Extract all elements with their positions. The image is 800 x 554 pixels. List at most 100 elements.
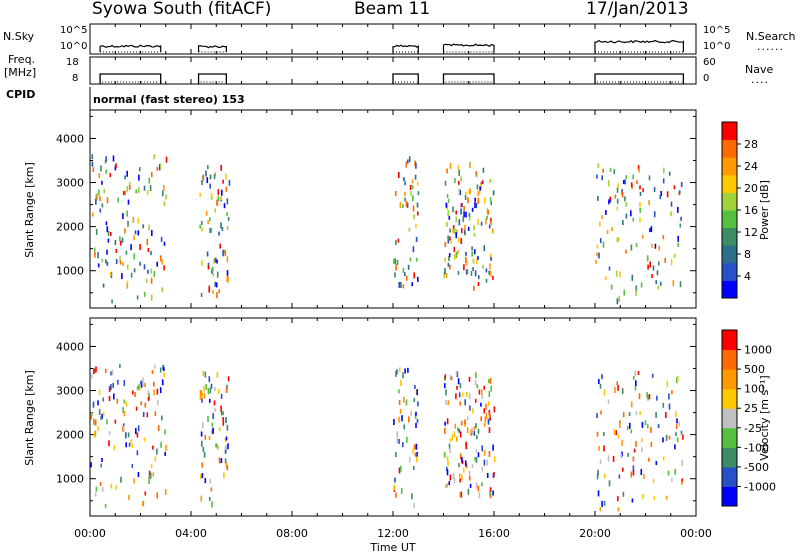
power-data-point xyxy=(201,227,203,232)
velocity-data-point xyxy=(475,423,477,429)
power-data-point xyxy=(94,251,96,258)
velocity-data-point xyxy=(615,430,617,436)
velocity-data-point xyxy=(484,416,487,423)
power-data-point xyxy=(461,228,463,234)
power-data-point xyxy=(613,169,616,175)
velocity-data-point xyxy=(483,408,485,414)
nsky-series-line xyxy=(594,39,684,52)
velocity-data-point xyxy=(596,473,599,480)
velocity-data-point xyxy=(137,425,140,432)
velocity-data-point xyxy=(212,413,214,420)
power-data-point xyxy=(638,168,640,173)
power-data-point xyxy=(630,182,633,188)
power-data-point xyxy=(668,171,671,176)
power-data-point xyxy=(112,155,115,162)
velocity-data-point xyxy=(655,411,657,418)
velocity-data-point xyxy=(485,403,487,410)
velocity-data-point xyxy=(607,399,610,404)
power-data-point xyxy=(465,251,467,256)
velocity-data-point xyxy=(475,372,477,379)
power-data-point xyxy=(217,189,220,196)
power-data-point xyxy=(412,205,415,212)
power-data-point xyxy=(134,230,137,235)
nave-label: Nave xyxy=(745,63,774,76)
velocity-data-point xyxy=(598,445,600,451)
velocity-data-point xyxy=(471,463,474,468)
power-data-point xyxy=(165,194,167,200)
velocity-data-point xyxy=(461,474,463,481)
power-data-point xyxy=(598,252,600,259)
velocity-data-point xyxy=(102,411,105,416)
velocity-data-point xyxy=(414,452,417,457)
nsky-tick-top: 10^5 xyxy=(60,25,87,36)
power-data-point xyxy=(466,269,469,275)
velocity-data-point xyxy=(620,453,622,459)
power-colorbar-label: 16 xyxy=(744,204,758,217)
velocity-y-tick-label: 3000 xyxy=(56,385,84,398)
power-data-point xyxy=(615,270,618,277)
velocity-data-point xyxy=(671,390,673,395)
nsky-tick-bottom: 10^0 xyxy=(60,41,87,52)
power-data-point xyxy=(398,281,400,288)
velocity-data-point xyxy=(135,406,138,411)
power-data-point xyxy=(639,217,641,223)
power-data-point xyxy=(477,197,480,204)
velocity-data-point xyxy=(204,478,207,483)
power-data-point xyxy=(402,204,404,209)
velocity-data-point xyxy=(474,398,477,403)
velocity-data-point xyxy=(400,379,402,386)
power-data-point xyxy=(405,201,408,207)
velocity-data-point xyxy=(457,427,459,432)
power-data-point xyxy=(394,272,396,278)
velocity-data-point xyxy=(405,399,408,406)
velocity-data-point xyxy=(413,444,416,450)
power-data-point xyxy=(153,271,156,277)
velocity-data-point xyxy=(674,444,676,450)
velocity-data-point xyxy=(667,470,670,476)
velocity-data-point xyxy=(225,417,227,424)
velocity-data-point xyxy=(466,416,469,421)
velocity-data-point xyxy=(212,427,214,434)
velocity-data-point xyxy=(468,376,471,382)
velocity-data-point xyxy=(410,410,412,416)
power-data-point xyxy=(199,224,201,229)
velocity-data-point xyxy=(676,377,678,384)
power-data-point xyxy=(163,241,166,246)
power-data-point xyxy=(133,268,136,273)
power-data-point xyxy=(616,187,619,193)
velocity-data-point xyxy=(650,426,652,433)
power-data-point xyxy=(159,163,162,170)
velocity-panel-frame xyxy=(89,317,697,517)
power-data-point xyxy=(455,210,457,215)
velocity-data-point xyxy=(646,391,648,398)
velocity-data-point xyxy=(445,389,447,396)
power-data-point xyxy=(477,282,480,286)
power-data-point xyxy=(619,271,621,278)
power-data-point xyxy=(148,224,150,231)
velocity-data-point xyxy=(480,402,482,407)
power-data-point xyxy=(153,154,156,160)
power-data-point xyxy=(489,253,492,259)
velocity-data-point xyxy=(97,426,99,432)
power-data-point xyxy=(143,185,146,191)
velocity-data-point xyxy=(142,412,145,417)
velocity-data-point xyxy=(480,416,482,422)
freq-series-line xyxy=(197,73,227,84)
power-data-point xyxy=(448,253,451,258)
power-data-point xyxy=(402,267,405,273)
power-data-point xyxy=(477,191,480,196)
velocity-data-point xyxy=(90,374,93,379)
power-data-point xyxy=(394,258,396,265)
power-data-point xyxy=(670,201,673,207)
power-data-point xyxy=(452,225,455,231)
power-data-point xyxy=(463,264,465,271)
power-data-point xyxy=(210,192,213,199)
power-data-point xyxy=(214,281,217,287)
velocity-data-point xyxy=(222,419,225,426)
chart-marks: 00:00 04:00 08:00 12:00 16:00 20:00 00:0010002… xyxy=(56,24,776,540)
velocity-data-point xyxy=(415,411,417,416)
power-data-point xyxy=(653,211,656,218)
velocity-data-point xyxy=(208,376,211,383)
velocity-data-point xyxy=(443,451,446,458)
velocity-data-point xyxy=(408,416,410,423)
